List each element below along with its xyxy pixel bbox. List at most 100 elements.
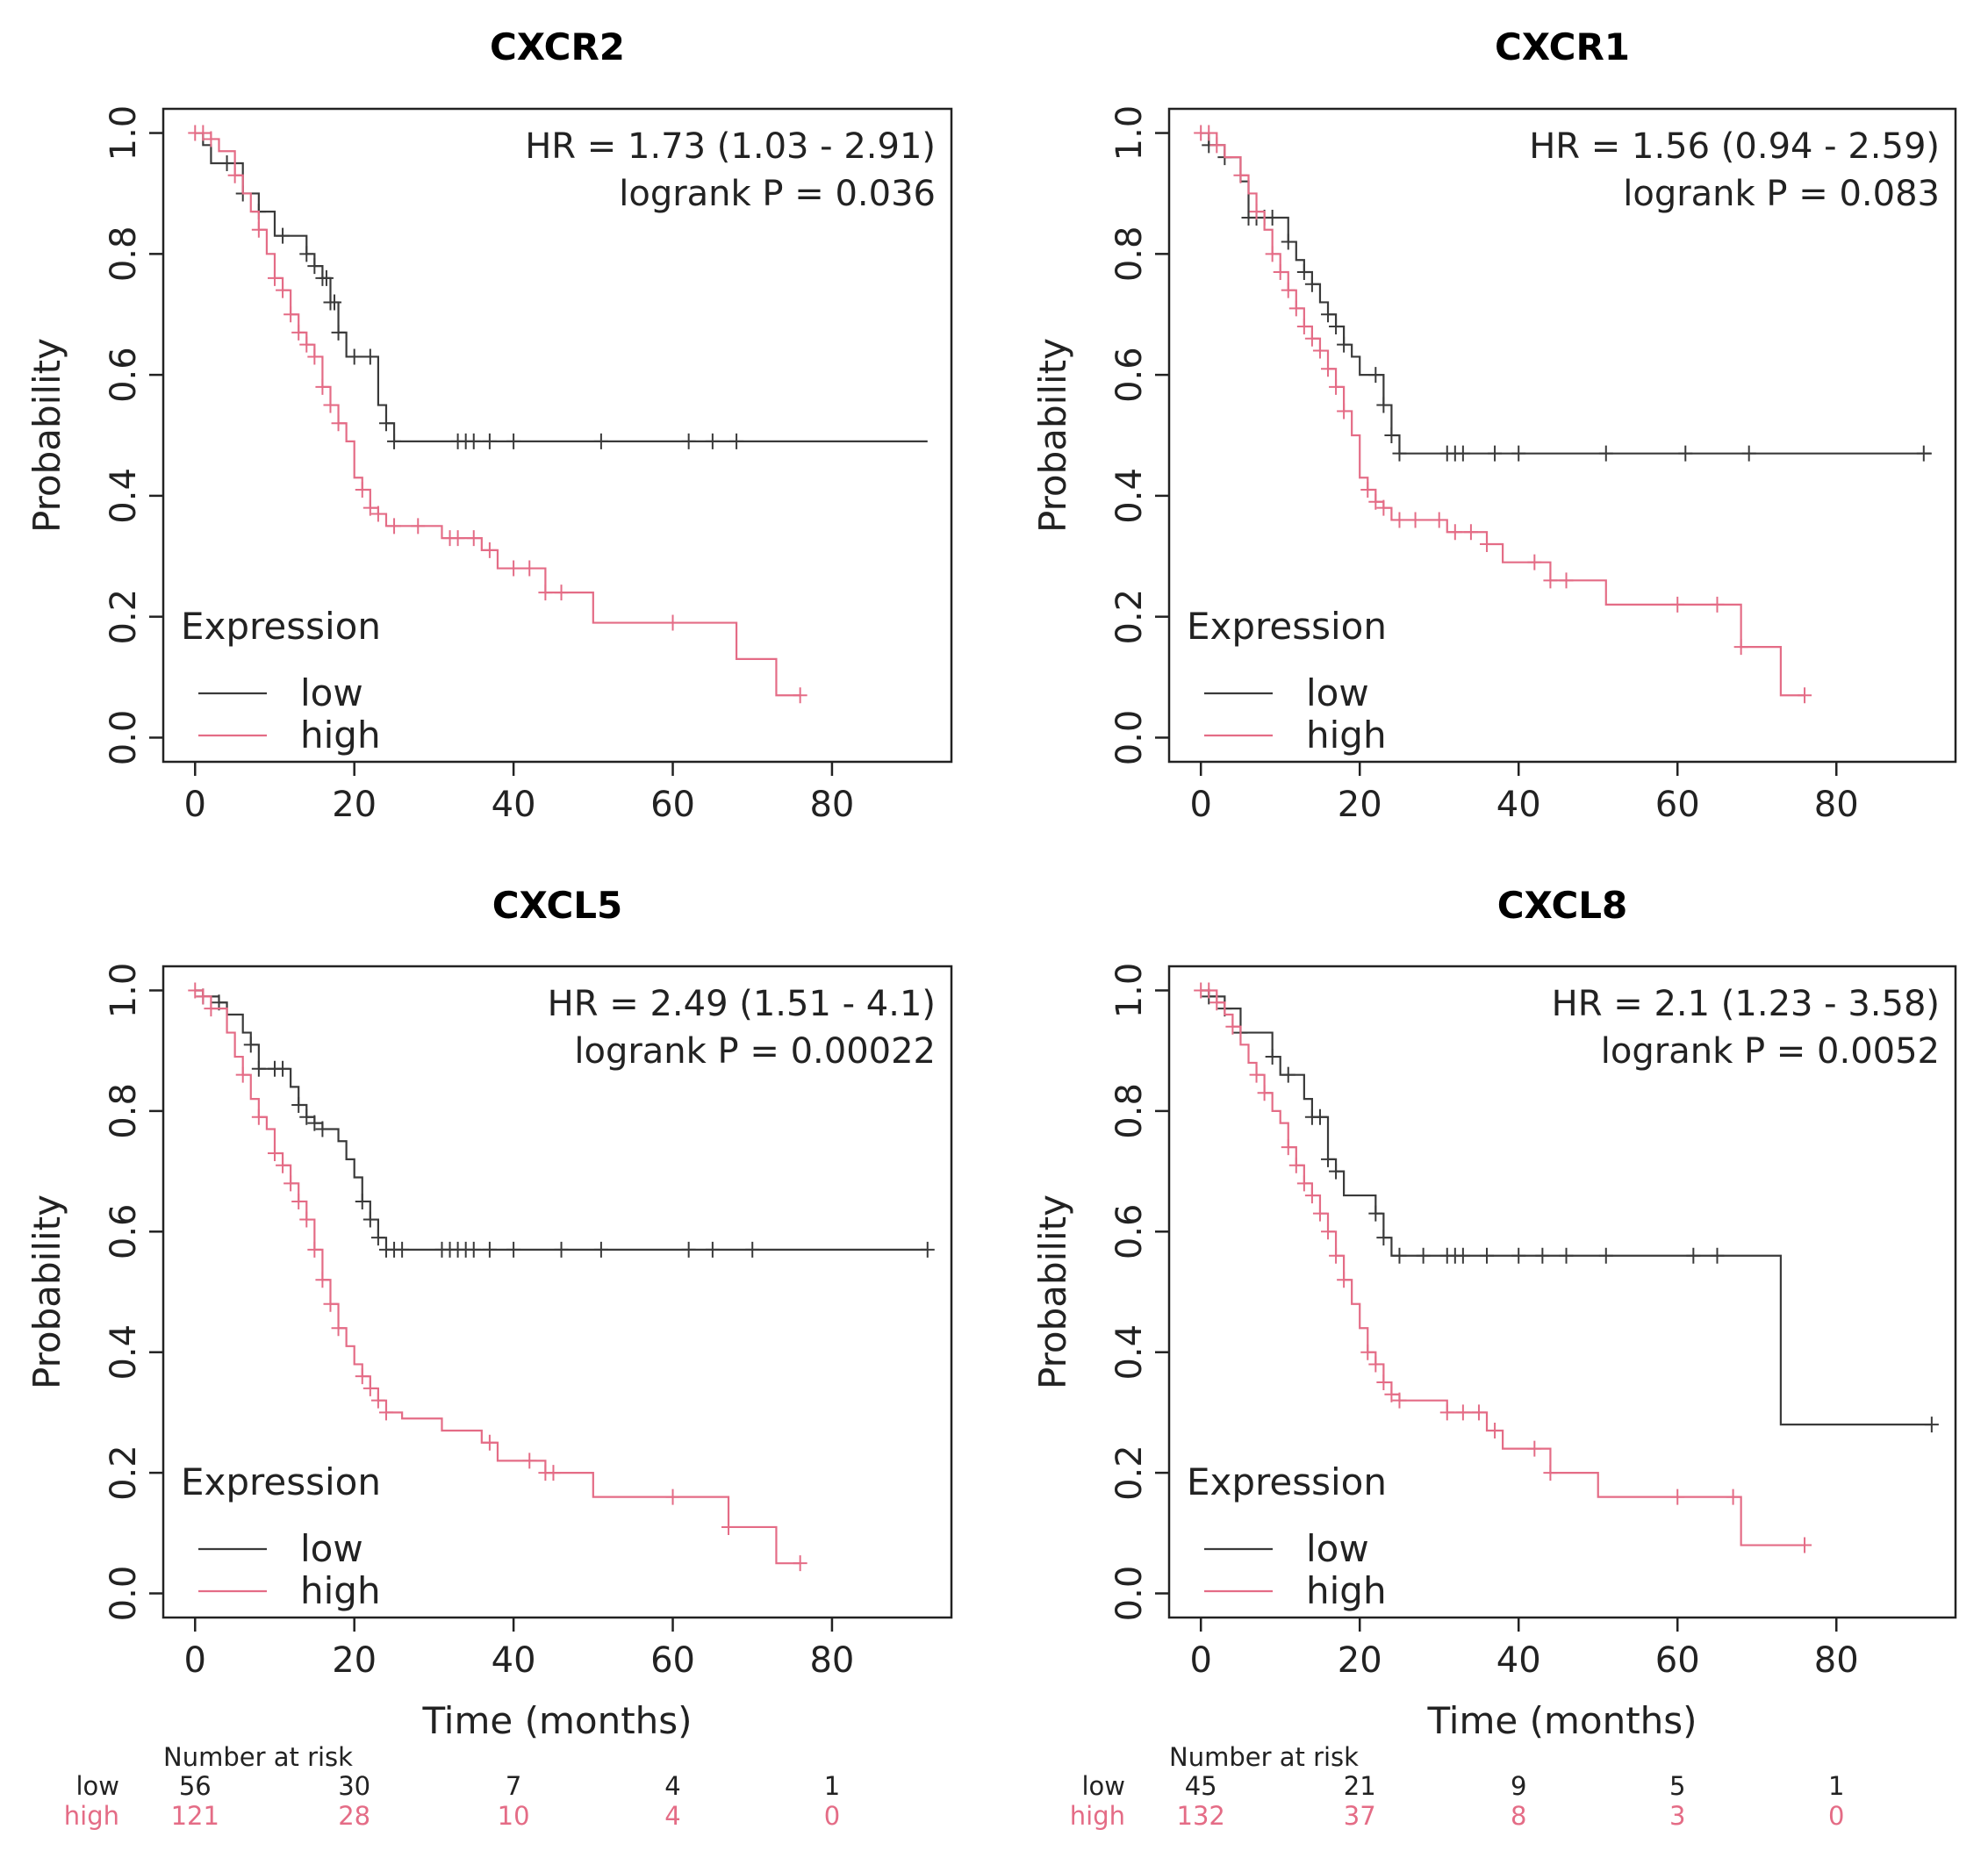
censor-mark-low	[681, 433, 696, 449]
chart-panel-cxcl5: CXCL5 0 20 40 60 80 0.0 0.2 0.4 0.6 0.8 1.0 Probabil…	[25, 884, 953, 1742]
hazard-ratio-text: HR = 1.73 (1.03 - 2.91)	[525, 126, 936, 167]
risk-value-high: 37	[1344, 1801, 1376, 1831]
censor-mark-low	[705, 1241, 720, 1258]
censor-mark-high	[1281, 1139, 1295, 1156]
censor-mark-low	[681, 1241, 696, 1258]
censor-mark-low	[745, 1241, 760, 1258]
y-axis-label: Probability	[25, 1194, 68, 1389]
risk-value-high: 8	[1511, 1801, 1526, 1831]
censor-mark-low	[1535, 1247, 1550, 1264]
censor-mark-high	[1408, 512, 1423, 528]
censor-mark-high	[251, 1108, 266, 1125]
x-tick-label: 40	[1496, 785, 1541, 825]
x-tick-label: 20	[1338, 785, 1382, 825]
censor-mark-low	[482, 433, 497, 449]
risk-table: Number at risk low 56 30 7 4 1 high 121 28 10 4 0	[64, 1742, 840, 1831]
censor-mark-high	[188, 982, 203, 999]
censor-mark-low	[1384, 427, 1399, 443]
censor-mark-low	[1337, 336, 1352, 353]
y-tick-label: 0.2	[104, 1445, 144, 1501]
x-tick-label: 60	[1655, 785, 1700, 825]
x-tick-label: 80	[809, 785, 854, 825]
legend-label-low: low	[300, 671, 363, 714]
censor-mark-high	[466, 530, 481, 547]
censor-mark-low	[362, 348, 377, 365]
x-tick-label: 40	[492, 785, 536, 825]
censor-mark-high	[204, 131, 219, 147]
censor-mark-high	[204, 1001, 219, 1017]
censor-mark-low	[1598, 1247, 1613, 1264]
x-tick-label: 20	[332, 1640, 377, 1681]
censor-mark-high	[1670, 596, 1685, 613]
censor-mark-high	[506, 560, 521, 577]
x-tick-label: 0	[184, 785, 206, 825]
chart-title: CXCL8	[1497, 884, 1628, 927]
x-tick-label: 60	[650, 785, 695, 825]
censor-mark-high	[1376, 499, 1391, 516]
censor-mark-high	[331, 1320, 346, 1337]
censor-mark-high	[1368, 1356, 1383, 1373]
censor-mark-low	[387, 433, 402, 449]
censor-mark-low	[1392, 1247, 1407, 1264]
censor-mark-high	[1543, 572, 1558, 589]
chart-title: CXCL5	[492, 884, 623, 927]
censor-mark-high	[522, 1453, 537, 1469]
x-axis-label: Time (months)	[1426, 1699, 1697, 1742]
censor-mark-low	[395, 1241, 410, 1258]
y-tick-label: 1.0	[104, 963, 144, 1019]
censor-mark-low	[1329, 319, 1344, 334]
legend-title: Expression	[1187, 605, 1387, 648]
censor-mark-high	[793, 687, 807, 704]
censor-mark-low	[466, 433, 481, 449]
censor-mark-low	[506, 433, 521, 449]
risk-row-label-high: high	[64, 1801, 119, 1831]
censor-mark-high	[355, 482, 370, 498]
risk-value-low: 1	[1828, 1771, 1844, 1801]
censor-mark-high	[299, 1211, 314, 1228]
chart-panel-cxcl8: CXCL8 0 20 40 60 80 0.0 0.2 0.4 0.6 0.8 1.0 Probabil…	[1031, 884, 1957, 1742]
risk-value-high: 4	[664, 1801, 680, 1831]
plot-frame	[161, 107, 953, 764]
censor-mark-high	[227, 167, 242, 183]
logrank-p-text: logrank P = 0.00022	[574, 1031, 936, 1072]
hazard-ratio-text: HR = 2.49 (1.51 - 4.1)	[548, 984, 936, 1024]
censor-mark-high	[1257, 1085, 1272, 1101]
censor-mark-high	[1202, 125, 1216, 141]
censor-mark-high	[370, 1392, 385, 1409]
x-tick-label: 0	[184, 1640, 206, 1681]
logrank-p-text: logrank P = 0.083	[1623, 174, 1940, 214]
censor-mark-high	[1304, 330, 1319, 347]
censor-mark-low	[1329, 1163, 1344, 1180]
censor-mark-high	[1296, 1175, 1311, 1192]
risk-value-low: 4	[664, 1771, 680, 1801]
y-tick-label: 0.8	[104, 1083, 144, 1139]
risk-value-high: 10	[498, 1801, 530, 1831]
censor-mark-low	[307, 258, 322, 275]
survival-curve-low	[195, 989, 928, 1252]
censor-mark-low	[327, 294, 342, 311]
censor-mark-high	[1447, 524, 1462, 541]
censor-mark-high	[1265, 246, 1280, 262]
censor-mark-low	[1455, 445, 1470, 462]
censor-mark-high	[1726, 1489, 1740, 1505]
y-axis-label: Probability	[25, 338, 68, 533]
legend-label-high: high	[1306, 1569, 1387, 1612]
censor-mark-high	[1798, 687, 1812, 704]
censor-mark-high	[1455, 1404, 1470, 1421]
censor-mark-high	[196, 988, 211, 1005]
risk-table-title: Number at risk	[163, 1742, 353, 1772]
censor-mark-high	[291, 324, 306, 341]
risk-value-low: 7	[506, 1771, 521, 1801]
censor-mark-low	[1678, 445, 1693, 462]
censor-mark-high	[482, 542, 497, 558]
y-tick-label: 0.6	[104, 347, 144, 403]
y-axis-label: Probability	[1031, 1194, 1074, 1389]
censor-mark-low	[1416, 1247, 1431, 1264]
x-tick-label: 40	[1496, 1640, 1541, 1681]
censor-mark-high	[1432, 512, 1446, 528]
risk-value-high: 0	[1828, 1801, 1844, 1831]
censor-mark-low	[1686, 1247, 1701, 1264]
censor-mark-high	[378, 1404, 393, 1421]
risk-value-high: 121	[171, 1801, 219, 1831]
y-tick-label: 0.0	[1109, 710, 1150, 766]
